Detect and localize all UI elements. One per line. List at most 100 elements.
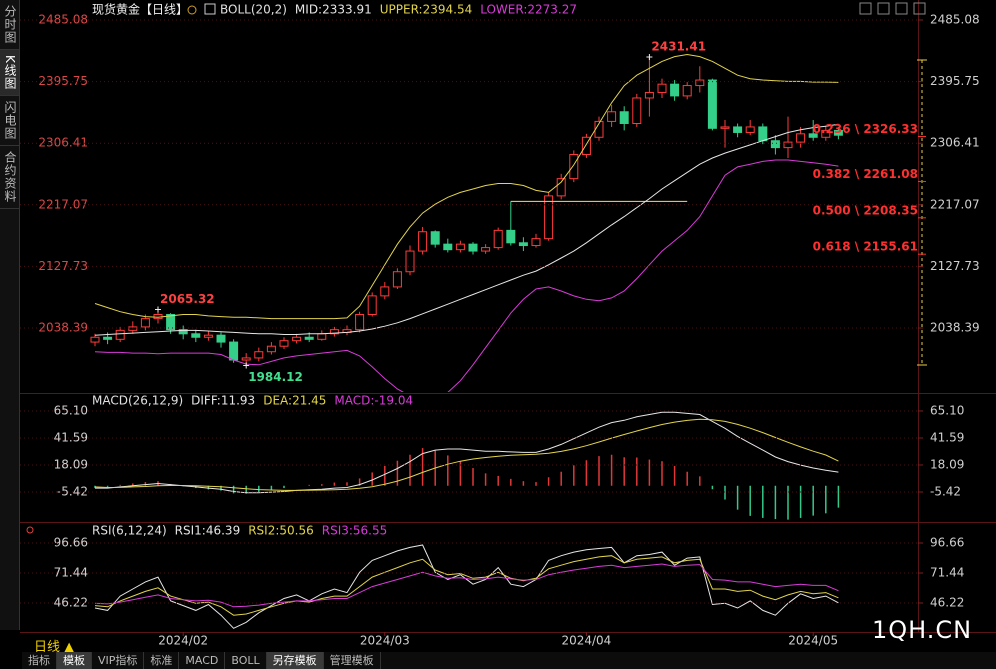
candle-body: [783, 141, 793, 149]
tab[interactable]: 指标: [22, 652, 57, 669]
x-tick-label: 2024/04: [561, 634, 611, 648]
indicator-line: [94, 418, 839, 491]
period-selector[interactable]: 日线 ▲: [34, 640, 75, 655]
candle-body: [329, 329, 339, 335]
y-tick-label: 18.09: [54, 457, 88, 471]
candle-body: [796, 133, 806, 143]
y-tick-label: 2306.41: [38, 136, 88, 150]
candle-body: [241, 357, 251, 361]
frame: [20, 0, 996, 633]
sidebar-item[interactable]: K线图: [0, 50, 19, 96]
annotation-marker: [243, 362, 250, 369]
x-tick-label: 2024/05: [788, 634, 838, 648]
y-tick-label: 2485.08: [38, 13, 88, 27]
candle-body: [619, 111, 629, 124]
candle-body: [468, 243, 478, 252]
candle-body: [317, 333, 327, 340]
fib-label: 0.236 \ 2326.33: [813, 122, 918, 136]
indicator-label: RSI2:50.56: [248, 524, 314, 538]
candle-body: [644, 91, 654, 99]
icon[interactable]: [913, 2, 926, 15]
tab[interactable]: 另存模板: [266, 652, 324, 669]
icon[interactable]: [859, 2, 872, 15]
fib-range: [917, 59, 927, 366]
y-tick-label: 41.59: [930, 430, 964, 444]
candle-body: [392, 271, 402, 288]
indicator-line: [94, 53, 839, 320]
icon[interactable]: [895, 2, 908, 15]
candle-body: [569, 154, 579, 180]
candle-body: [191, 333, 201, 338]
settings-icon[interactable]: [26, 526, 34, 534]
panel: [94, 411, 840, 520]
sidebar: 分时图 K线图 闪电图 合约资料: [0, 0, 20, 630]
y-tick-label: 96.66: [930, 536, 964, 550]
candle-body: [493, 229, 503, 249]
annotation-label: 2431.41: [651, 40, 706, 54]
x-tick-label: 2024/03: [360, 634, 410, 648]
y-tick-label: 96.66: [54, 536, 88, 550]
icon[interactable]: [877, 2, 890, 15]
window-icons: [859, 2, 926, 15]
candle-body: [556, 178, 566, 197]
candle-body: [455, 243, 465, 251]
candle-body: [115, 329, 125, 340]
panel: [90, 53, 843, 392]
y-tick-label: 2395.75: [930, 74, 980, 88]
candle-body: [707, 79, 717, 129]
candle-body: [279, 340, 289, 347]
annotation-label: 2065.32: [160, 292, 215, 306]
candle-body: [682, 85, 692, 97]
indicator-label: BOLL(20,2): [220, 3, 287, 17]
candle-body: [380, 286, 390, 297]
y-tick-label: 2038.39: [930, 321, 980, 335]
add-icon[interactable]: [187, 5, 197, 15]
y-tick-label: 2306.41: [930, 136, 980, 150]
candle-body: [670, 83, 680, 97]
candle-body: [581, 136, 591, 156]
candle-body: [770, 140, 780, 149]
candle-body: [140, 318, 150, 328]
candle-body: [418, 231, 428, 252]
tab[interactable]: 管理模板: [324, 652, 381, 669]
candle-body: [518, 242, 528, 247]
indicator-line: [95, 411, 839, 494]
tab[interactable]: BOLL: [225, 652, 267, 669]
candle-body: [531, 238, 541, 247]
candle-body: [229, 341, 239, 361]
indicator-icon[interactable]: [204, 3, 216, 15]
candle-body: [430, 231, 440, 245]
candle-body: [695, 79, 705, 87]
fib-label: 0.382 \ 2261.08: [813, 167, 918, 181]
sidebar-item[interactable]: 分时图: [0, 0, 19, 50]
indicator-line: [94, 555, 839, 616]
sidebar-item[interactable]: 合约资料: [0, 146, 19, 209]
annotation-marker: [646, 54, 653, 61]
y-tick-label: 2217.07: [930, 197, 980, 211]
candle-body: [90, 336, 100, 343]
tab[interactable]: 模板: [57, 652, 92, 669]
candle-body: [544, 195, 554, 240]
candle-body: [178, 329, 188, 335]
tab[interactable]: 标准: [144, 652, 180, 669]
tab[interactable]: MACD: [179, 652, 226, 669]
candle-body: [304, 336, 314, 340]
watermark: 1QH.CN: [872, 616, 973, 644]
fib-label: 0.500 \ 2208.35: [813, 203, 918, 217]
tab[interactable]: VIP指标: [92, 652, 145, 669]
candle-body: [266, 345, 276, 353]
candle-body: [443, 243, 453, 251]
candle-body: [720, 126, 730, 129]
candle-body: [733, 126, 743, 133]
indicator-label: DEA:21.45: [263, 394, 326, 408]
sidebar-item[interactable]: 闪电图: [0, 96, 19, 146]
indicator-label: 现货黄金【日线】: [92, 2, 188, 17]
indicator-label: DIFF:11.93: [191, 394, 255, 408]
y-tick-label: 18.09: [930, 457, 964, 471]
annotation-label: 1984.12: [248, 370, 303, 384]
candle-body: [355, 313, 365, 331]
x-tick-label: 2024/02: [158, 634, 208, 648]
y-tick-label: 65.10: [54, 403, 88, 417]
y-tick-label: 71.44: [930, 566, 964, 580]
